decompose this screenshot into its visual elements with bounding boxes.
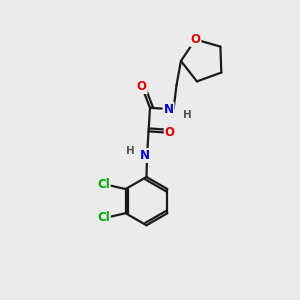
Text: H: H: [183, 110, 192, 120]
Text: O: O: [165, 126, 175, 139]
Text: O: O: [190, 33, 200, 46]
Text: N: N: [140, 149, 149, 162]
Text: N: N: [164, 103, 174, 116]
Text: Cl: Cl: [97, 211, 110, 224]
Text: O: O: [137, 80, 147, 93]
Text: H: H: [127, 146, 135, 156]
Text: Cl: Cl: [97, 178, 110, 191]
